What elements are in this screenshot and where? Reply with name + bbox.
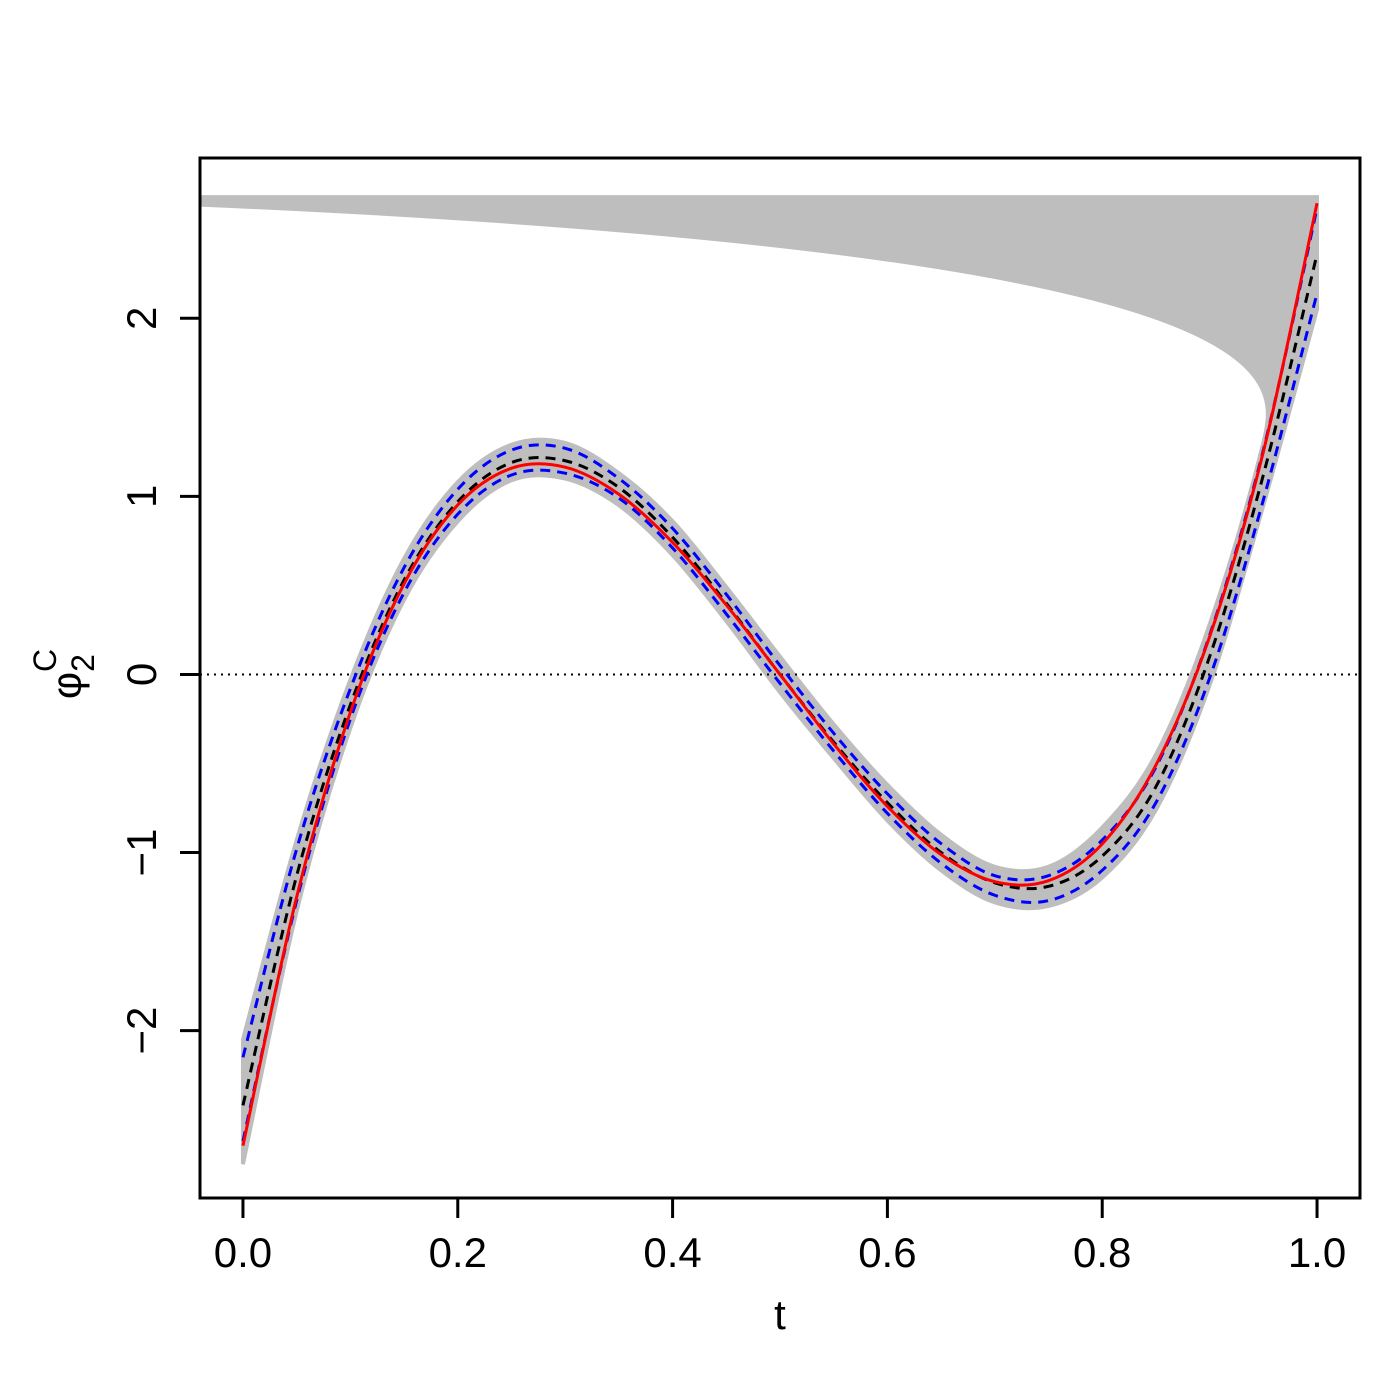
y-tick-label: −1 (118, 829, 165, 877)
y-tick-label: 2 (118, 307, 165, 330)
y-tick-label: −2 (118, 1007, 165, 1055)
y-tick-label: 1 (118, 485, 165, 508)
y-tick-label: 0 (118, 663, 165, 686)
series-line (241, 202, 1319, 1146)
x-tick-label: 0.4 (643, 1229, 701, 1276)
y-label-base: φ (43, 672, 90, 699)
x-tick-label: 0.0 (214, 1229, 272, 1276)
plot-frame (198, 156, 1362, 1200)
series-line (241, 292, 1319, 1142)
y-label-sub: 2 (65, 654, 101, 672)
x-tick-label: 1.0 (1288, 1229, 1346, 1276)
y-axis-label: φ2C (27, 649, 101, 699)
x-axis-label: t (774, 1291, 786, 1338)
x-tick-label: 0.8 (1073, 1229, 1131, 1276)
y-label-text: φ2C (27, 649, 101, 699)
x-tick-label: 0.2 (429, 1229, 487, 1276)
plot-area (200, 195, 1360, 1165)
series-line (241, 207, 1319, 1058)
x-tick-label: 0.6 (858, 1229, 916, 1276)
y-label-sup: C (27, 649, 63, 672)
band (200, 195, 1320, 1165)
